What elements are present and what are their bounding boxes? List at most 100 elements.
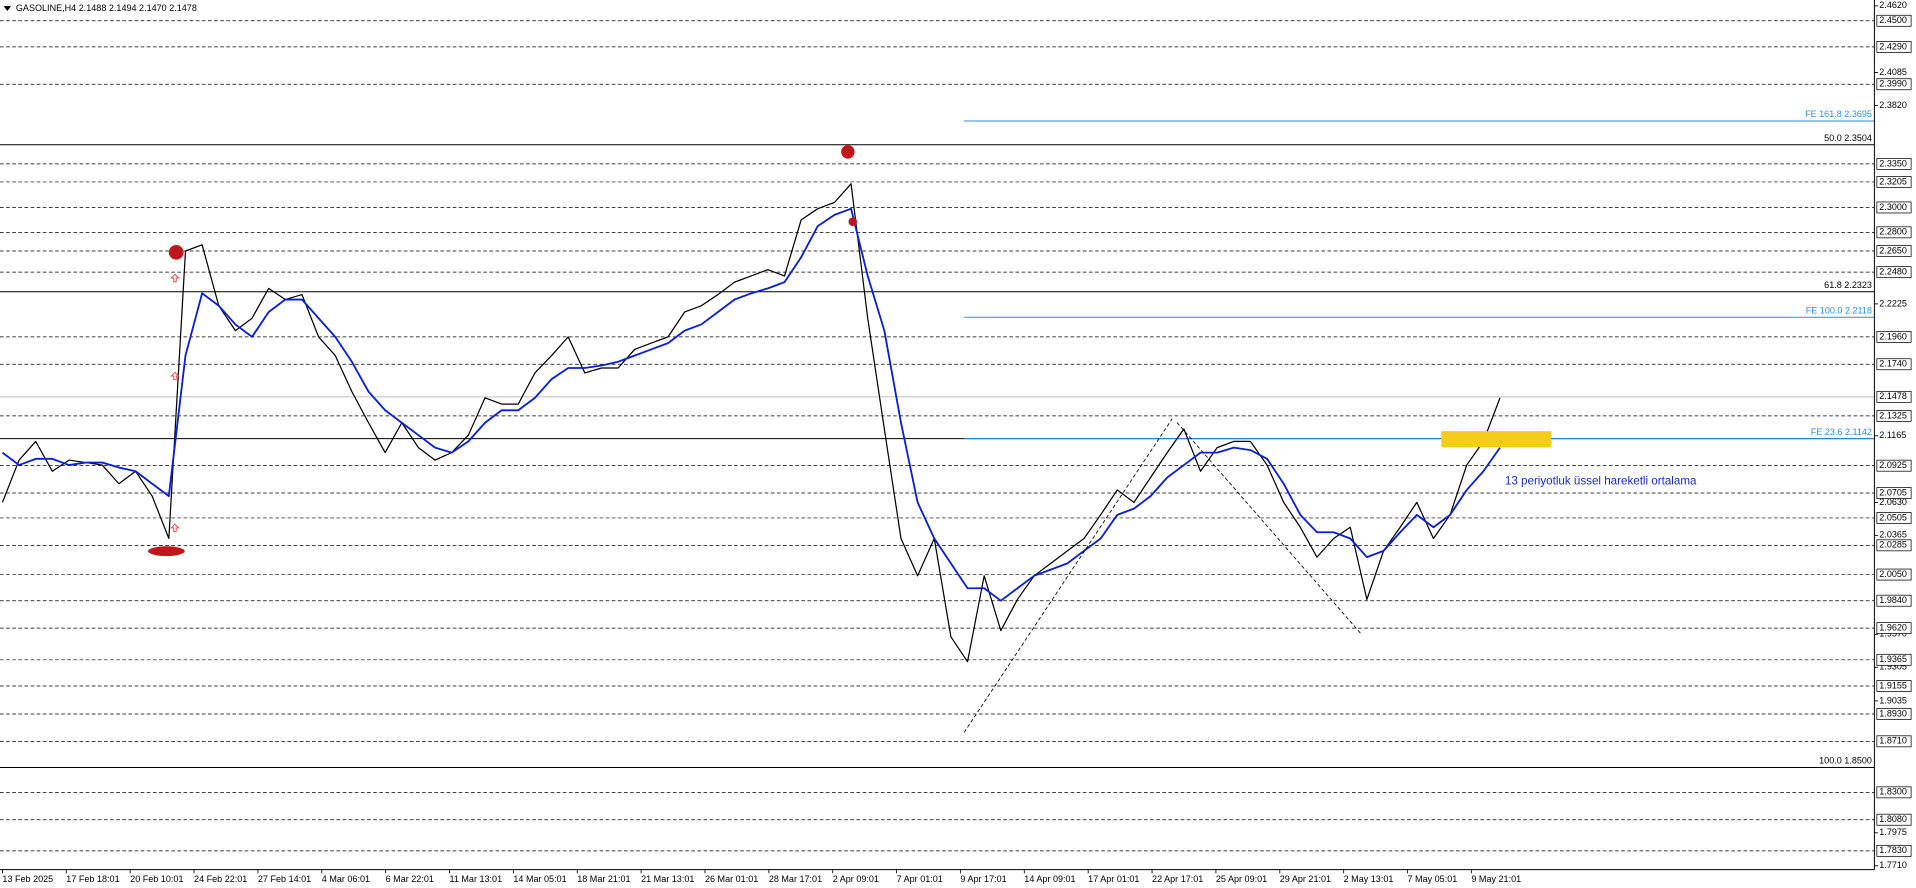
level-box: [1876, 708, 1912, 720]
level-box: [1876, 78, 1912, 91]
x-tick-label: 28 Mar 17:01: [769, 874, 822, 884]
x-tick-label: 17 Apr 01:01: [1088, 874, 1139, 884]
price-label: 2.1478: [1879, 391, 1907, 401]
y-tick-label: 2.4620: [1879, 0, 1907, 10]
marker-dot: [148, 546, 185, 557]
x-tick-label: 9 May 21:01: [1471, 874, 1521, 884]
x-tick-label: 2 May 13:01: [1344, 874, 1394, 884]
level-box: [1876, 786, 1912, 799]
y-tick-label: 2.0630: [1879, 497, 1907, 507]
level-label: 2.3205: [1879, 176, 1907, 186]
level-label: 2.0050: [1879, 569, 1907, 579]
level-label: 2.2650: [1879, 245, 1907, 255]
x-tick-label: 13 Feb 2025: [2, 874, 53, 884]
y-tick-label: 2.0365: [1879, 530, 1907, 540]
level-box: [1876, 330, 1912, 343]
level-label: 2.0505: [1879, 512, 1907, 522]
x-tick-label: 21 Mar 13:01: [641, 874, 694, 884]
drawings: [0, 0, 1875, 871]
level-label: 2.3350: [1879, 158, 1907, 168]
x-tick-label: 18 Mar 21:01: [577, 874, 630, 884]
x-tick-label: 25 Apr 09:01: [1216, 874, 1267, 884]
x-tick-label: 11 Mar 13:01: [450, 874, 503, 884]
zigzag: [963, 418, 1173, 733]
level-box: [1876, 176, 1912, 188]
x-tick-label: 29 Apr 21:01: [1280, 874, 1331, 884]
x-tick-label: 6 Mar 22:01: [386, 874, 434, 884]
level-label: 1.8080: [1879, 814, 1907, 824]
level-label: 1.8930: [1879, 708, 1907, 718]
x-tick-label: 9 Apr 17:01: [960, 874, 1006, 884]
marker-dot: [848, 217, 858, 226]
price-line-series: [1, 183, 1501, 663]
level-label: 2.1740: [1879, 359, 1907, 369]
y-tick-label: 2.2225: [1879, 298, 1907, 308]
chart-title: GASOLINE,H4 2.1488 2.1494 2.1470 2.1478: [16, 3, 197, 13]
x-tick-label: 27 Feb 14:01: [258, 874, 311, 884]
level-label: 2.3000: [1879, 202, 1907, 212]
level-box: [1876, 539, 1912, 552]
level-box: [1876, 158, 1912, 170]
level-box: [1876, 201, 1912, 214]
level-label: 1.9155: [1879, 680, 1907, 690]
fe-label: FE 100.0 2.2118: [1806, 305, 1872, 315]
level-label: 1.9840: [1879, 595, 1907, 605]
level-label: 2.4290: [1879, 41, 1907, 51]
level-label: 1.7830: [1879, 845, 1907, 855]
y-tick-label: 2.4085: [1879, 67, 1907, 77]
level-box: [1876, 813, 1912, 826]
level-label: 2.1325: [1879, 410, 1907, 420]
level-box: [1876, 410, 1912, 422]
x-tick-label: 22 Apr 17:01: [1152, 874, 1203, 884]
level-box: [1876, 594, 1912, 607]
arrow-icon: [170, 273, 180, 283]
level-label: 2.4500: [1879, 15, 1907, 25]
level-label: 1.9365: [1879, 654, 1907, 664]
level-label: 2.2480: [1879, 267, 1907, 277]
level-label: 2.3990: [1879, 79, 1907, 89]
price-box: [1876, 390, 1912, 403]
x-tick-label: 7 Apr 01:01: [897, 874, 943, 884]
level-box: [1876, 41, 1912, 53]
level-box: [1876, 568, 1912, 581]
x-tick-label: 20 Feb 10:01: [130, 874, 183, 884]
level-label: 2.0925: [1879, 460, 1907, 470]
level-box: [1876, 653, 1912, 666]
ema-line: [1, 207, 1501, 602]
x-tick-label: 14 Apr 09:01: [1024, 874, 1075, 884]
level-label: 1.8300: [1879, 787, 1907, 797]
level-box: [1876, 512, 1912, 524]
fib-label: 61.8 2.2323: [1824, 280, 1872, 290]
level-box: [1876, 487, 1912, 499]
level-box: [1876, 680, 1912, 692]
x-tick-label: 26 Mar 01:01: [705, 874, 758, 884]
level-label: 2.0285: [1879, 540, 1907, 550]
level-label: 1.8710: [1879, 736, 1907, 746]
zigzag: [1176, 422, 1361, 634]
y-tick-label: 1.9305: [1879, 662, 1907, 672]
fib-label: 50.0 2.3504: [1824, 133, 1872, 143]
fe-label: FE 23.6 2.1142: [1811, 427, 1872, 437]
level-box: [1876, 226, 1912, 239]
x-tick-label: 7 May 05:01: [1408, 874, 1458, 884]
y-tick-label: 1.7975: [1879, 827, 1907, 837]
level-box: [1876, 14, 1912, 27]
level-box: [1876, 622, 1912, 634]
highlight-zone: [1441, 431, 1552, 448]
x-tick-label: 4 Mar 06:01: [322, 874, 370, 884]
level-label: 2.0705: [1879, 487, 1907, 497]
y-tick-label: 2.3820: [1879, 100, 1907, 110]
arrow-icon: [170, 371, 180, 381]
level-box: [1876, 735, 1912, 748]
marker-dot: [168, 244, 184, 260]
annotation: 13 periyotluk üssel hareketli ortalama: [1505, 474, 1697, 487]
level-box: [1876, 358, 1912, 371]
level-box: [1876, 245, 1912, 257]
level-box: [1876, 459, 1912, 472]
level-box: [1876, 266, 1912, 279]
level-label: 1.9620: [1879, 622, 1907, 632]
fib-label: 100.0 1.8500: [1819, 756, 1872, 766]
fe-label: FE 161.8 2.3695: [1805, 109, 1872, 119]
